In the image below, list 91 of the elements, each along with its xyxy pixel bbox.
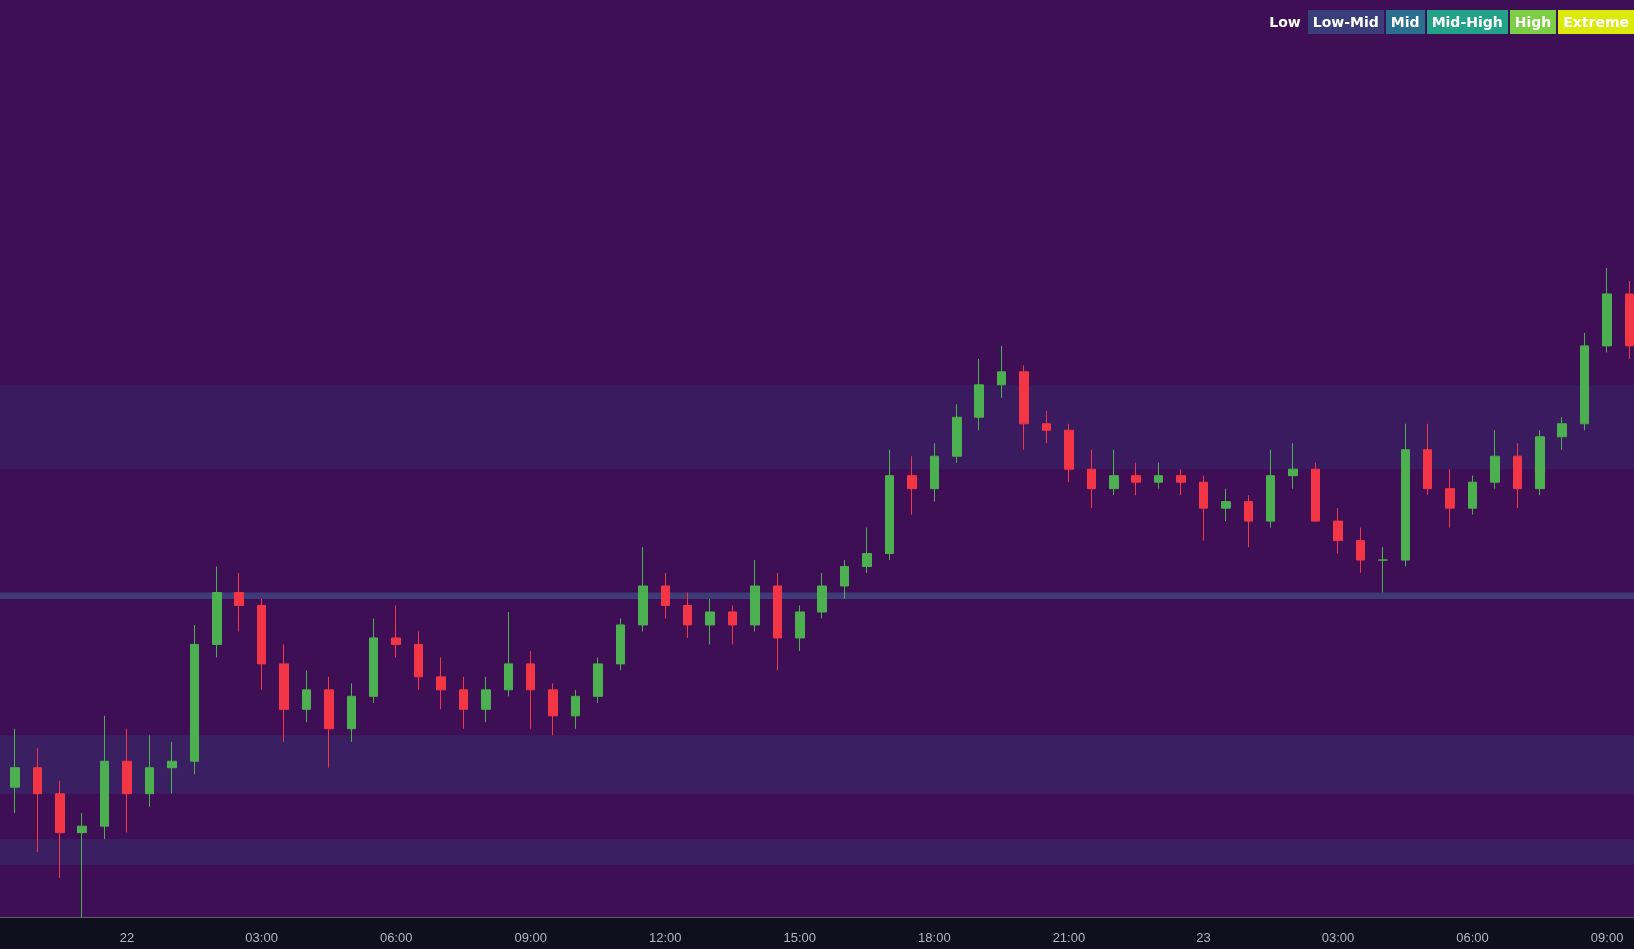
candlestick — [145, 734, 154, 808]
candlestick — [347, 682, 356, 743]
candlestick — [638, 546, 648, 632]
candlestick — [1378, 546, 1388, 593]
text: Mid-High — [1426, 10, 1508, 34]
candlestick — [369, 617, 378, 704]
candlestick — [1333, 507, 1343, 555]
candlestick — [1602, 267, 1612, 353]
x-tick-label: 09:00 — [514, 930, 547, 945]
text: Extreme — [1558, 10, 1634, 34]
candlestick — [1356, 527, 1365, 574]
candlestick — [279, 643, 289, 743]
candlestick — [414, 630, 423, 691]
text: Low — [1268, 13, 1302, 32]
candlestick — [997, 345, 1006, 399]
candlestick — [1490, 429, 1500, 490]
candlestick — [526, 650, 535, 730]
x-tick-label: 06:00 — [1456, 930, 1489, 945]
candlestick — [257, 598, 266, 691]
candlestick — [862, 527, 872, 574]
candlestick — [817, 572, 827, 619]
candlestick — [974, 358, 984, 431]
candlestick — [302, 669, 311, 723]
x-tick-label: 15:00 — [783, 930, 817, 945]
candlestick — [1445, 468, 1455, 529]
candlestick — [728, 604, 737, 645]
candlestick — [1064, 423, 1074, 483]
candlestick — [773, 572, 782, 671]
candlestick — [459, 676, 468, 730]
candlestick — [324, 676, 334, 769]
x-tick-label: 23 — [1196, 930, 1211, 945]
candlestick — [77, 812, 87, 918]
candlestick — [705, 598, 715, 645]
candlestick — [212, 566, 222, 658]
candlestick — [840, 559, 849, 600]
candlestick — [1468, 475, 1477, 516]
text: High — [1509, 10, 1557, 34]
candlestick — [1557, 416, 1567, 451]
candlestick — [481, 676, 491, 723]
x-tick-label: 06:00 — [379, 930, 413, 945]
candlestick — [930, 442, 939, 503]
candlestick — [100, 715, 109, 840]
text: Low-Mid — [1307, 10, 1384, 34]
candlestick — [1311, 462, 1320, 522]
candlestick — [10, 728, 20, 814]
candlestick — [616, 617, 625, 671]
x-tick-label: 22 — [119, 930, 135, 945]
x-tick-label: 21:00 — [1052, 930, 1086, 945]
candlestick — [1401, 423, 1410, 568]
candlestick — [1513, 442, 1522, 509]
x-tick-label: 18:00 — [918, 930, 951, 945]
candlestick — [1109, 449, 1119, 496]
candlestick — [1423, 423, 1432, 496]
candlestick — [885, 449, 894, 561]
candlestick — [504, 611, 513, 697]
text: Mid — [1385, 10, 1425, 34]
candlestick — [1288, 442, 1298, 490]
candlestick — [1580, 332, 1589, 431]
candlestick — [683, 592, 692, 639]
candlestick — [1244, 494, 1253, 548]
candlestick — [795, 604, 805, 652]
candlestick — [571, 689, 580, 730]
candlestick — [1266, 449, 1275, 529]
candlestick — [907, 455, 917, 516]
candlestick — [436, 656, 446, 710]
x-tick-label: 03:00 — [1321, 930, 1355, 945]
candlestick — [1087, 449, 1096, 509]
candlestick — [33, 747, 42, 853]
candlestick — [190, 624, 199, 775]
candlestick — [1625, 280, 1634, 360]
candlestick — [750, 559, 760, 632]
candlestick — [1535, 429, 1545, 496]
candlestick — [1221, 488, 1231, 522]
x-tick-label: 12:00 — [648, 930, 682, 945]
candlestick — [167, 741, 177, 795]
x-tick-label: 09:00 — [1590, 930, 1624, 945]
candlestick — [1042, 410, 1051, 444]
candlestick — [122, 728, 132, 834]
candlestick — [1154, 462, 1163, 490]
candlestick — [661, 572, 670, 619]
candlestick — [593, 656, 603, 704]
candlestick — [391, 604, 401, 658]
candlestick — [1019, 364, 1029, 451]
candlestick — [952, 403, 962, 464]
candlestick — [548, 682, 558, 736]
candlestick — [1176, 468, 1186, 496]
x-tick-label: 03:00 — [245, 930, 278, 945]
candlestick — [234, 572, 244, 632]
candlestick — [55, 780, 65, 879]
candlestick — [1131, 462, 1141, 496]
candlestick — [1199, 475, 1208, 542]
